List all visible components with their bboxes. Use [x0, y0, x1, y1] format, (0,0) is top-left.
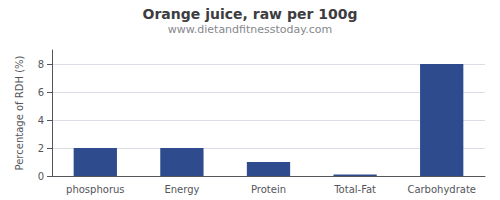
svg-text:Protein: Protein: [251, 184, 286, 195]
svg-text:0: 0: [38, 171, 44, 182]
svg-text:8: 8: [38, 59, 44, 70]
svg-text:6: 6: [38, 87, 44, 98]
svg-text:4: 4: [38, 115, 44, 126]
svg-text:Total-Fat: Total-Fat: [333, 184, 376, 195]
svg-text:Orange juice, raw per 100g: Orange juice, raw per 100g: [143, 6, 358, 22]
svg-text:Percentage of RDH (%): Percentage of RDH (%): [14, 55, 25, 170]
svg-text:phosphorus: phosphorus: [66, 184, 124, 195]
svg-text:www.dietandfitnesstoday.com: www.dietandfitnesstoday.com: [168, 23, 332, 36]
svg-text:2: 2: [38, 143, 44, 154]
svg-text:Energy: Energy: [164, 184, 199, 195]
svg-text:Carbohydrate: Carbohydrate: [407, 184, 476, 195]
